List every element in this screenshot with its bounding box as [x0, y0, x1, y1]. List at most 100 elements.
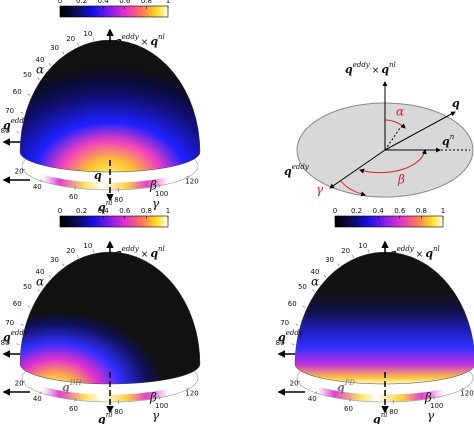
symbol: q [3, 119, 11, 132]
part: q [114, 35, 122, 48]
ring-tick-label: 100 [155, 402, 168, 410]
alpha-tick [323, 274, 327, 278]
alpha-tick [27, 305, 31, 308]
colorbar-tick-label: 0.6 [119, 207, 131, 215]
alpha-tick-label: 10 [83, 30, 92, 38]
ring-tick-label: 120 [460, 389, 473, 397]
gamma-label: γ [316, 183, 324, 197]
ring-tick-label: 80 [389, 408, 398, 416]
colorbar-tick-label: 1 [166, 0, 170, 5]
alpha-arc [384, 119, 406, 129]
ring-tick [186, 175, 190, 179]
colorbar-tick-label: 1 [441, 207, 445, 215]
alpha-tick [93, 37, 95, 41]
ring-tick-label: 40 [33, 183, 42, 191]
ring-tick [158, 396, 161, 400]
alpha-label: α [36, 63, 44, 77]
axis-label: qeddy× qnl [114, 245, 165, 260]
vector-label: q [94, 169, 102, 182]
nl-label: qnl [98, 411, 112, 424]
alpha-tick [77, 42, 79, 46]
beta-label: β [149, 179, 157, 193]
ring-tick [186, 387, 190, 391]
alpha-tick-label: 40 [311, 268, 320, 276]
beta-label: β [149, 391, 157, 405]
alpha-tick-label: 40 [36, 56, 45, 64]
symbol: q [278, 331, 286, 344]
alpha-tick [312, 289, 315, 292]
part: q [381, 63, 389, 76]
colorbar-tick-label: 0.8 [141, 0, 152, 5]
superscript: DH [69, 379, 83, 387]
alpha-tick-label: 70 [5, 107, 14, 115]
alpha-tick-label: 70 [280, 319, 289, 327]
superscript: nl [381, 411, 388, 419]
alpha-tick [295, 324, 299, 326]
colorbar-tick-label: 0 [58, 0, 62, 5]
ring-tick-label: 120 [185, 389, 198, 397]
alpha-tick [291, 343, 295, 345]
ring-tick-label: 120 [185, 177, 198, 185]
part: q [345, 63, 353, 76]
nl-label: qnl [98, 199, 112, 214]
alpha-tick-label: 30 [325, 256, 334, 264]
colorbar-tick-label: 0.2 [76, 207, 87, 215]
operator: × [141, 250, 149, 260]
symbol: q [62, 381, 70, 394]
colorbar-tick-label: 1 [166, 207, 170, 215]
vector-label: qDH [62, 379, 82, 394]
superscript: nl [106, 199, 113, 207]
alpha-tick [352, 254, 354, 258]
alpha-tick [37, 289, 40, 292]
ring-tick [39, 391, 43, 395]
dotted-line [384, 127, 401, 151]
gamma-arc [339, 179, 366, 197]
gamma-label: γ [427, 409, 435, 423]
operator: × [372, 66, 380, 76]
ring-tick-label: 40 [33, 395, 42, 403]
part: q [425, 247, 433, 260]
colorbar-tick-label: 0.6 [119, 0, 131, 5]
alpha-tick-label: 10 [358, 242, 367, 250]
gamma-label: γ [152, 409, 160, 423]
ring-tick-label: 20 [290, 379, 299, 387]
part: nl [389, 61, 396, 69]
superscript: eddy [292, 163, 310, 171]
colorbar [59, 215, 169, 228]
beta-label: β [424, 391, 432, 405]
alpha-tick [93, 249, 95, 253]
part: eddy [122, 33, 140, 41]
hemisphere [294, 251, 474, 385]
colorbar-tick-label: 0.2 [76, 0, 87, 5]
qn-label: qn [442, 133, 455, 148]
part: eddy [353, 61, 371, 69]
alpha-tick [302, 305, 306, 308]
beta-label: β [397, 173, 405, 187]
ring-tick [461, 387, 465, 391]
ring-tick [74, 398, 77, 402]
alpha-tick [27, 93, 31, 96]
alpha-tick-label: 30 [50, 256, 59, 264]
alpha-tick-label: 40 [36, 268, 45, 276]
colorbar-tick-label: 0.8 [416, 207, 427, 215]
part: q [150, 35, 158, 48]
operator: × [141, 38, 149, 48]
alpha-tick-label: 70 [5, 319, 14, 327]
alpha-tick [337, 263, 340, 267]
operator: × [416, 250, 424, 260]
alpha-label: α [36, 275, 44, 289]
part: nl [158, 33, 165, 41]
ring-tick [314, 391, 318, 395]
ring-tick [349, 398, 352, 402]
alpha-tick-label: 60 [13, 88, 22, 96]
symbol: q [442, 135, 450, 148]
part: eddy [397, 245, 415, 253]
symbol: q [337, 381, 345, 394]
gamma-label: γ [152, 197, 160, 211]
part: q [150, 247, 158, 260]
ring-tick-label: 80 [114, 196, 123, 204]
alpha-tick [77, 254, 79, 258]
ring-tick-label: 60 [344, 405, 353, 413]
colorbar-tick-label: 0.6 [394, 207, 406, 215]
alpha-tick [48, 274, 52, 278]
